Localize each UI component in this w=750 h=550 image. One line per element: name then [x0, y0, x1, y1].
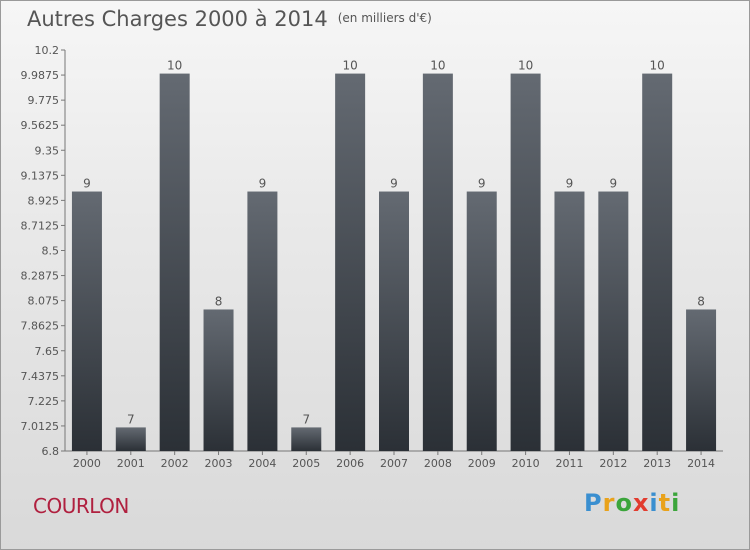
commune-name: COURLON	[33, 494, 129, 518]
bar	[335, 73, 366, 452]
bar	[247, 191, 278, 451]
x-tick-label: 2002	[161, 457, 189, 470]
x-tick-label: 2014	[687, 457, 715, 470]
bar-value-label: 10	[430, 59, 445, 73]
bar	[159, 73, 190, 452]
y-tick-label: 7.65	[35, 345, 60, 358]
bar-value-label: 7	[127, 412, 135, 426]
y-tick-label: 9.1375	[21, 169, 60, 182]
y-tick-label: 9.5625	[21, 119, 60, 132]
y-tick-label: 7.225	[28, 395, 60, 408]
chart-subtitle: (en milliers d'€)	[337, 11, 432, 25]
y-tick-label: 8.2875	[21, 270, 60, 283]
logo-letter: o	[615, 489, 633, 517]
bar-value-label: 9	[566, 177, 574, 191]
chart-title-text: Autres Charges 2000 à 2014	[27, 7, 328, 31]
y-tick-label: 8.7125	[21, 219, 60, 232]
x-tick-label: 2006	[336, 457, 364, 470]
x-tick-label: 2009	[468, 457, 496, 470]
bar-value-label: 8	[697, 294, 705, 308]
x-tick-label: 2007	[380, 457, 408, 470]
x-tick-label: 2011	[555, 457, 583, 470]
y-tick-label: 7.0125	[21, 420, 60, 433]
y-tick-label: 9.35	[35, 144, 60, 157]
logo-letter: i	[671, 489, 681, 517]
bar	[379, 191, 409, 451]
bar-value-label: 10	[342, 59, 357, 73]
y-tick-label: 8.925	[28, 194, 60, 207]
bar-value-label: 10	[518, 59, 533, 73]
y-tick-label: 9.775	[28, 94, 60, 107]
bars	[71, 73, 717, 452]
y-tick-label: 8.075	[28, 295, 60, 308]
bar-value-label: 9	[478, 177, 486, 191]
y-tick-label: 10.2	[35, 44, 60, 57]
y-tick-label: 9.9875	[21, 69, 60, 82]
x-tick-label: 2005	[292, 457, 320, 470]
bar-value-label: 9	[610, 177, 618, 191]
x-tick-label: 2013	[643, 457, 671, 470]
bar-value-label: 10	[650, 59, 665, 73]
bar	[422, 73, 453, 452]
bar	[598, 191, 629, 451]
x-tick-label: 2004	[248, 457, 276, 470]
x-tick-label: 2012	[599, 457, 627, 470]
bar-value-label: 9	[259, 177, 267, 191]
bar	[71, 191, 102, 451]
bar	[291, 427, 322, 451]
x-tick-label: 2003	[205, 457, 233, 470]
bar	[466, 191, 497, 451]
bar	[554, 191, 585, 451]
y-tick-label: 8.5	[42, 245, 60, 258]
logo-letter: x	[632, 489, 650, 517]
bar-value-label: 8	[215, 294, 223, 308]
bar-value-label: 7	[302, 412, 310, 426]
logo-letter: i	[649, 489, 659, 517]
bar	[510, 73, 541, 452]
labels: 9 2000 7 2001 10 2002 8 2003 9 2004 7 2005 10 2006 9 20…	[73, 59, 715, 470]
x-tick-label: 2001	[117, 457, 145, 470]
logo-letter: r	[602, 489, 616, 517]
axes: 6.8 7.0125 7.225 7.4375 7.65 7.8625 8.075 8.287…	[21, 44, 723, 458]
chart-title: Autres Charges 2000 à 2014 (en milliers d…	[27, 7, 432, 31]
y-tick-label: 6.8	[42, 445, 60, 458]
proxiti-logo[interactable]: Proxiti	[584, 489, 680, 517]
x-tick-label: 2010	[512, 457, 540, 470]
logo-letter: t	[658, 489, 672, 517]
bar	[642, 73, 673, 452]
bar-value-label: 10	[167, 59, 182, 73]
bar	[686, 309, 717, 451]
y-tick-label: 7.4375	[21, 370, 60, 383]
logo-letter: P	[584, 489, 603, 517]
x-tick-label: 2008	[424, 457, 452, 470]
bar	[115, 427, 146, 451]
x-tick-label: 2000	[73, 457, 101, 470]
bar	[203, 309, 234, 451]
y-tick-label: 7.8625	[21, 320, 60, 333]
bar-value-label: 9	[390, 177, 398, 191]
bar-value-label: 9	[83, 177, 91, 191]
